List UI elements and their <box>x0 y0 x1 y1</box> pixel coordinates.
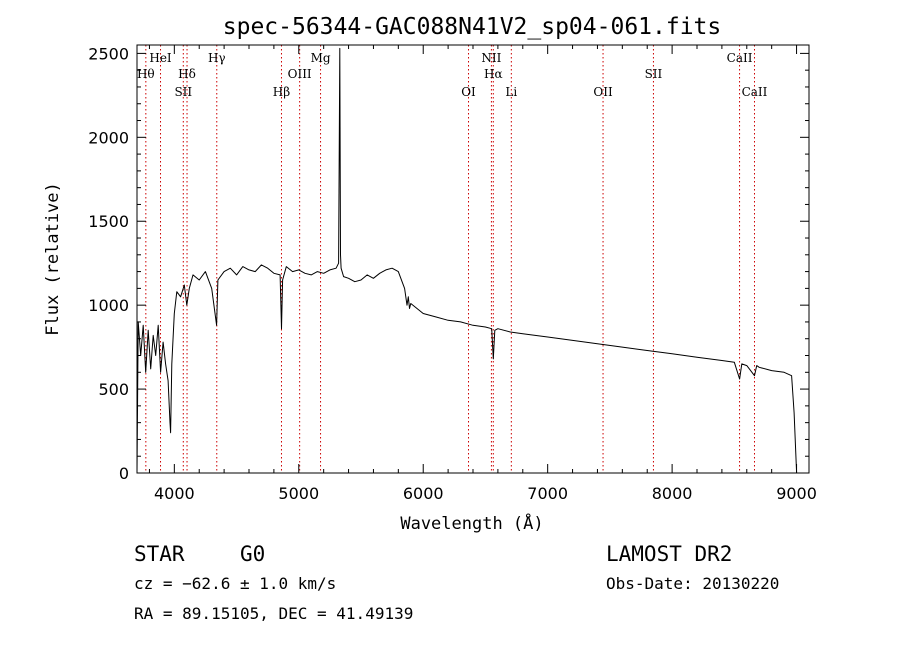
coordinates: RA = 89.15105, DEC = 41.49139 <box>134 604 413 623</box>
line-label: Hβ <box>273 85 290 99</box>
line-label: Hα <box>484 67 503 81</box>
line-label: Hγ <box>208 51 226 65</box>
line-label: OIII <box>288 67 312 81</box>
line-label: CaII <box>742 85 768 99</box>
object-subclass: G0 <box>240 542 265 566</box>
x-axis: 4000 5000 6000 7000 8000 9000 <box>148 45 817 503</box>
x-tick-label: 7000 <box>527 484 568 503</box>
y-tick-label: 1500 <box>88 212 129 231</box>
y-axis: 0 500 1000 1500 2000 2500 <box>88 44 809 483</box>
spectrum-series <box>136 47 798 474</box>
observation-date: Obs-Date: 20130220 <box>606 574 779 593</box>
line-label: CaII <box>727 51 753 65</box>
line-label: OII <box>593 85 613 99</box>
line-label: SII <box>645 67 663 81</box>
redshift-value: cz = −62.6 ± 1.0 km/s <box>134 574 336 593</box>
line-label: SII <box>174 85 192 99</box>
x-tick-label: 9000 <box>776 484 817 503</box>
line-label: HeI <box>149 51 172 65</box>
line-label: Hθ <box>137 67 155 81</box>
y-tick-label: 0 <box>119 464 129 483</box>
line-label: OI <box>461 85 476 99</box>
x-tick-label: 5000 <box>278 484 319 503</box>
y-tick-label: 2000 <box>88 128 129 147</box>
survey-name: LAMOST DR2 <box>606 542 732 566</box>
y-tick-label: 1000 <box>88 296 129 315</box>
line-label: Mg <box>311 51 331 65</box>
x-axis-label: Wavelength (Å) <box>400 512 543 534</box>
line-label: NII <box>481 51 501 65</box>
x-tick-label: 6000 <box>403 484 444 503</box>
y-tick-label: 500 <box>98 380 129 399</box>
emission-line-markers <box>145 45 755 473</box>
object-class: STAR <box>134 542 185 566</box>
y-tick-label: 2500 <box>88 44 129 63</box>
plot-frame <box>136 44 810 474</box>
line-label: Hδ <box>178 67 196 81</box>
x-tick-label: 8000 <box>652 484 693 503</box>
chart-title: spec-56344-GAC088N41V2_sp04-061.fits <box>223 14 722 40</box>
spectrum-line <box>136 47 798 474</box>
x-tick-label: 4000 <box>154 484 195 503</box>
y-axis-label: Flux (relative) <box>43 182 63 336</box>
line-label: Li <box>505 85 517 99</box>
